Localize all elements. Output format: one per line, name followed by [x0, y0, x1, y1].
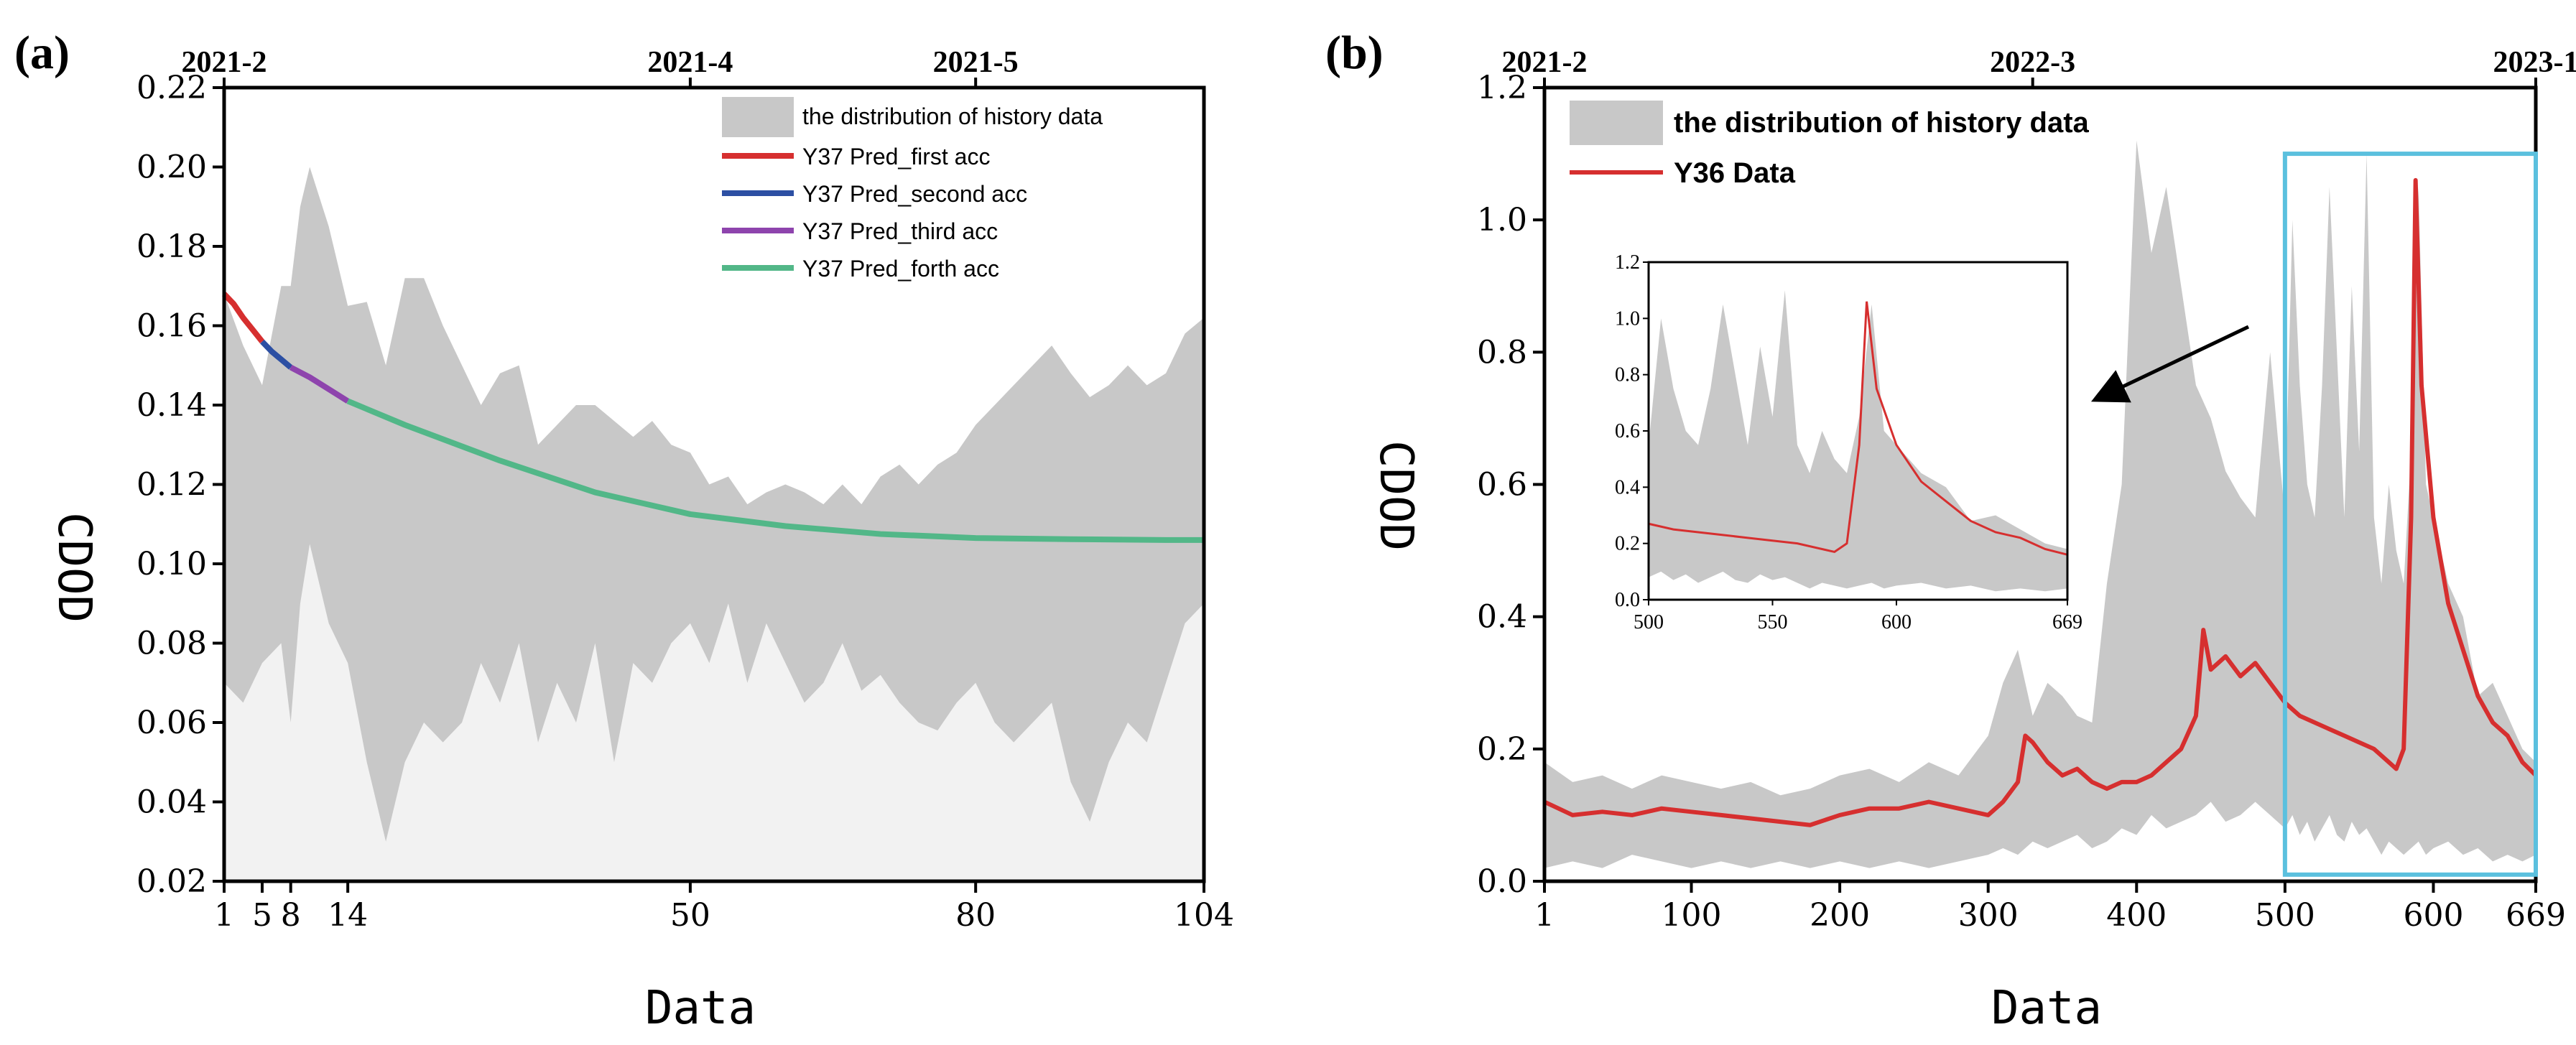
panel-a-series-3-line — [289, 364, 350, 404]
panel-b-xtick-label: 200 — [1810, 897, 1870, 934]
panel-a-xtick-label: 14 — [328, 897, 368, 934]
panel-a-xtick-label: 50 — [670, 897, 710, 934]
panel-b-top-tick-label: 2022-3 — [1990, 46, 2075, 79]
panel-b-ytick-label: 1.2 — [1477, 70, 1527, 106]
panel-b-label: (b) — [1325, 27, 1384, 79]
panel-b-xlabel: Data — [1991, 982, 2102, 1035]
panel-a-xtick-label: 1 — [214, 897, 234, 934]
panel-a-ytick-label: 0.14 — [136, 387, 207, 424]
panel-b-highlight-box — [2282, 152, 2538, 877]
panel-b-ytick-label: 0.4 — [1477, 599, 1527, 636]
panel-a-legend-label: Y37 Pred_forth acc — [802, 256, 999, 282]
panel-b-xtick-label: 1 — [1534, 897, 1555, 934]
panel-a-ytick-label: 0.16 — [136, 308, 207, 345]
panel-b-legend-label: the distribution of history data — [1674, 107, 2090, 139]
inset-ytick-label: 1.0 — [1615, 307, 1640, 330]
panel-a-ytick-label: 0.12 — [136, 467, 207, 503]
panel-a-series-1-line — [222, 292, 265, 344]
panel-b-series-1-line — [1543, 177, 2538, 827]
panel-b-ytick-label: 1.0 — [1477, 202, 1527, 238]
panel-b-xtick-label: 500 — [2255, 897, 2315, 934]
panel-a: (a) 0.02 0.04 0.06 0.08 0.10 0.12 0.14 0.16 0.18… — [14, 27, 1234, 1035]
panel-a-ytick-label: 0.18 — [136, 228, 207, 265]
panel-a-ytick-label: 0.08 — [136, 626, 207, 662]
inset-ytick-label: 0.4 — [1615, 476, 1640, 498]
panel-b-ylabel: CDOD — [1369, 440, 1422, 551]
inset-arrow — [2090, 325, 2250, 403]
panel-a-series-4-line — [346, 398, 1204, 543]
panel-b-ytick-label: 0.8 — [1477, 334, 1527, 371]
panel-a-ytick-label: 0.22 — [136, 70, 207, 106]
inset-xtick-label: 669 — [2052, 611, 2082, 633]
panel-a-legend-label: Y37 Pred_first acc — [802, 144, 990, 169]
panel-b-xtick-label: 669 — [2506, 897, 2566, 934]
panel-a-legend-label: the distribution of history data — [802, 103, 1103, 129]
panel-a-series-2-line — [260, 339, 293, 370]
panel-b: (b) 0.0 0.2 0.4 0.6 0.8 1.0 1.2 1 100 200 300 400 50… — [1325, 27, 2576, 1035]
inset-ytick-label: 0.6 — [1615, 420, 1640, 442]
panel-a-ytick-label: 0.20 — [136, 149, 207, 186]
panel-a-ytick-label: 0.02 — [136, 863, 207, 900]
panel-b-xtick-label: 100 — [1662, 897, 1722, 934]
panel-a-ylabel: CDOD — [47, 512, 101, 623]
panel-a-xtick-label: 8 — [281, 897, 301, 934]
panel-a-xtick-label: 80 — [955, 897, 996, 934]
panel-b-xtick-label: 600 — [2403, 897, 2463, 934]
inset-distribution-band — [1649, 290, 2067, 592]
panel-b-top-tick-label: 2023-1 — [2493, 46, 2576, 79]
panel-a-ytick-label: 0.10 — [136, 546, 207, 582]
panel-a-distribution-band — [224, 167, 1204, 842]
panel-b-xtick-label: 400 — [2106, 897, 2167, 934]
inset-ytick-label: 0.8 — [1615, 364, 1640, 386]
panel-b-top-tick-label: 2021-2 — [1502, 46, 1588, 79]
panel-a-legend-patch — [722, 97, 794, 137]
inset-ytick-label: 0.0 — [1615, 589, 1640, 611]
panel-a-top-tick-label: 2021-5 — [933, 46, 1019, 79]
inset-xtick-label: 600 — [1881, 611, 1912, 633]
panel-a-top-tick-label: 2021-4 — [647, 46, 733, 79]
inset-ytick-label: 1.2 — [1615, 251, 1640, 274]
panel-a-label: (a) — [14, 27, 70, 79]
panel-b-distribution-band — [1544, 140, 2536, 868]
panel-b-legend-label: Y36 Data — [1674, 157, 1796, 189]
panel-a-top-tick-label: 2021-2 — [182, 46, 267, 79]
panel-a-ytick-label: 0.04 — [136, 784, 207, 821]
panel-b-ytick-label: 0.6 — [1477, 467, 1527, 503]
panel-b-ytick-label: 0.0 — [1477, 863, 1527, 900]
inset-ytick-label: 0.2 — [1615, 533, 1640, 555]
panel-a-legend-label: Y37 Pred_third acc — [802, 218, 998, 244]
panel-a-legend-label: Y37 Pred_second acc — [802, 181, 1027, 207]
panel-a-ytick-label: 0.06 — [136, 705, 207, 741]
panel-b-xtick-label: 300 — [1958, 897, 2019, 934]
panel-a-xtick-label: 104 — [1174, 897, 1234, 934]
panel-a-xlabel: Data — [645, 982, 756, 1035]
panel-b-legend-patch — [1570, 101, 1663, 145]
panel-a-xtick-label: 5 — [252, 897, 272, 934]
inset-series-line — [1648, 301, 2068, 556]
panel-a-plot-upper-mask — [224, 88, 1204, 505]
inset-xtick-label: 500 — [1634, 611, 1664, 633]
inset-xtick-label: 550 — [1757, 611, 1787, 633]
panel-b-ytick-label: 0.2 — [1477, 731, 1527, 768]
